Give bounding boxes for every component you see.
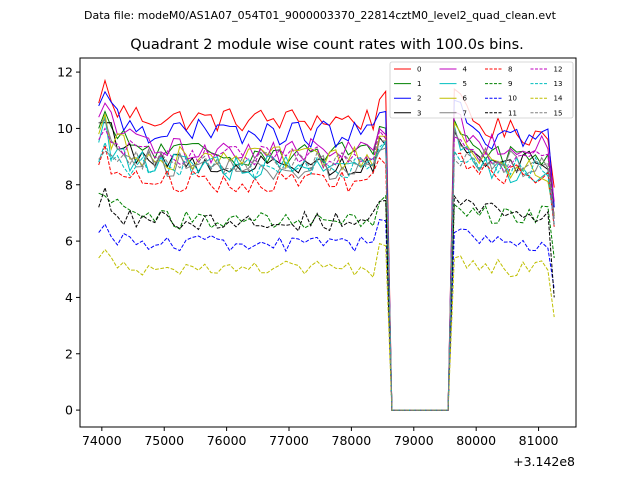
legend-label-13: 13 xyxy=(554,80,563,88)
y-tick-label-4: 4 xyxy=(65,290,73,305)
legend-label-15: 15 xyxy=(554,109,563,117)
x-tick-label-81000: 81000 xyxy=(519,433,559,448)
legend-label-1: 1 xyxy=(417,80,421,88)
series-line-10 xyxy=(98,219,555,411)
series-line-14 xyxy=(98,242,555,411)
y-tick-label-12: 12 xyxy=(57,65,73,80)
series-line-11 xyxy=(98,185,555,411)
x-tick-label-75000: 75000 xyxy=(144,433,184,448)
legend-label-8: 8 xyxy=(508,66,512,74)
legend-label-5: 5 xyxy=(463,80,467,88)
x-tick-label-78000: 78000 xyxy=(332,433,372,448)
x-tick-label-76000: 76000 xyxy=(207,433,247,448)
series-line-8 xyxy=(98,143,555,411)
data-file-suptitle: Data file: modeM0/AS1A07_054T01_90000033… xyxy=(84,9,557,22)
legend-label-12: 12 xyxy=(554,66,563,74)
legend-label-3: 3 xyxy=(417,109,421,117)
axes: 74000 75000 76000 77000 78000 79000 80000 81000… xyxy=(57,57,577,448)
x-tick-label-79000: 79000 xyxy=(394,433,434,448)
legend-label-6: 6 xyxy=(463,95,468,103)
y-tick-label-6: 6 xyxy=(65,234,73,249)
series-line-15 xyxy=(98,140,555,411)
chart-title: Quadrant 2 module wise count rates with … xyxy=(130,37,524,53)
legend-label-2: 2 xyxy=(417,95,421,103)
y-tick-label-10: 10 xyxy=(57,121,73,136)
series-line-0 xyxy=(98,78,555,411)
series-line-6 xyxy=(98,114,555,411)
x-tick-label-74000: 74000 xyxy=(82,433,122,448)
axes-frame xyxy=(79,57,577,428)
legend-label-14: 14 xyxy=(554,95,563,103)
series-line-12 xyxy=(98,127,555,411)
plot-area xyxy=(98,78,555,411)
series-line-2 xyxy=(98,90,555,411)
y-tick-label-2: 2 xyxy=(65,346,73,361)
series-line-4 xyxy=(98,102,555,411)
legend-label-10: 10 xyxy=(508,95,517,103)
x-offset-label: +3.142e8 xyxy=(513,454,575,469)
x-tick-label-77000: 77000 xyxy=(269,433,309,448)
x-tick-label-80000: 80000 xyxy=(456,433,496,448)
y-tick-label-8: 8 xyxy=(65,177,73,192)
series-line-1 xyxy=(98,110,555,411)
legend-box xyxy=(389,61,574,119)
y-tick-label-0: 0 xyxy=(65,403,73,418)
legend-label-9: 9 xyxy=(508,80,512,88)
legend-label-7: 7 xyxy=(463,109,467,117)
legend-label-11: 11 xyxy=(508,109,517,117)
legend-label-4: 4 xyxy=(463,66,468,74)
series-line-13 xyxy=(98,140,555,411)
series-line-9 xyxy=(98,192,555,411)
legend-label-0: 0 xyxy=(417,66,421,74)
